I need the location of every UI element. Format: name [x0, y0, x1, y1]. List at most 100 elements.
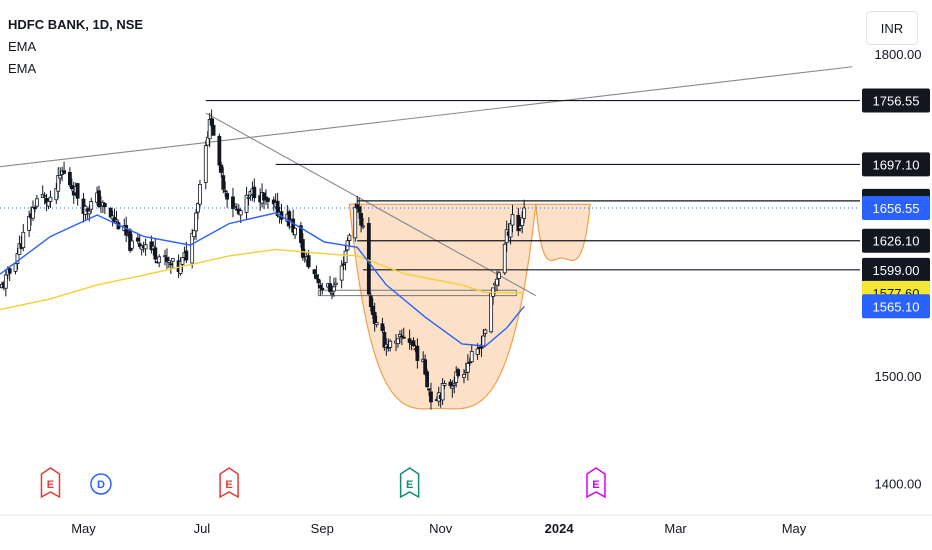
price-axis-background	[861, 0, 932, 515]
candle-body	[442, 383, 447, 386]
candle-body	[42, 195, 47, 198]
candle-body	[223, 190, 228, 193]
candle-body	[483, 329, 488, 334]
candle-body	[157, 256, 162, 263]
candle-body	[33, 207, 37, 210]
candle-body	[374, 322, 379, 325]
candle-body	[217, 135, 222, 166]
candle-body	[333, 282, 338, 285]
candle-body	[293, 227, 297, 236]
price-label-badge[interactable]	[862, 257, 930, 282]
ema-legend-2[interactable]: EMA	[8, 61, 37, 76]
ema-lines	[0, 212, 525, 347]
candle-body	[425, 371, 429, 388]
candle-body	[291, 218, 296, 233]
candle-body	[314, 274, 319, 280]
candle-body	[368, 295, 373, 308]
candle-body	[232, 206, 237, 209]
candle-body	[246, 196, 251, 199]
trend-line-2[interactable]	[205, 112, 537, 297]
earnings-marker[interactable]: E	[40, 467, 61, 499]
candle-body	[163, 255, 167, 258]
trend-line-1[interactable]	[0, 66, 853, 168]
candle-body	[320, 287, 325, 291]
earnings-marker-shape	[219, 467, 239, 499]
ema-slow-line	[0, 248, 525, 311]
candle-body	[192, 229, 197, 237]
candle-body	[450, 385, 455, 389]
drawing-lines[interactable]	[0, 66, 860, 297]
symbol-title[interactable]: HDFC BANK, 1D, NSE	[8, 17, 144, 32]
candle-body	[372, 311, 377, 325]
candle-body	[366, 222, 371, 295]
time-tick-label: Nov	[429, 521, 453, 536]
candle-body	[252, 186, 257, 199]
candle-body	[312, 269, 317, 275]
candle-body	[211, 124, 216, 136]
time-axis[interactable]: May Jul Sep Nov 2024 Mar May	[0, 514, 932, 550]
candle-body	[462, 374, 466, 378]
candle-body	[495, 278, 499, 286]
price-label-badge[interactable]	[862, 294, 930, 319]
candle-body	[231, 196, 235, 209]
candle-body	[407, 338, 412, 343]
chart-legend: HDFC BANK, 1D, NSE EMA EMA	[8, 14, 143, 80]
candle-body	[196, 203, 200, 213]
candle-body	[166, 260, 171, 263]
candle-body	[481, 335, 486, 348]
candle-body	[31, 207, 35, 219]
candle-body	[34, 198, 39, 207]
price-label-badge[interactable]	[862, 228, 930, 253]
candle-body	[89, 201, 94, 210]
candle-body	[411, 340, 416, 347]
earnings-marker-shape	[399, 467, 420, 499]
candle-body	[3, 274, 8, 289]
candle-body	[207, 119, 212, 140]
event-marker-letter: E	[225, 479, 232, 491]
event-marker-letter: E	[592, 479, 599, 491]
price-label-text: 1697.10	[873, 157, 920, 172]
time-tick-label: May	[71, 521, 96, 536]
earnings-marker-shape	[586, 467, 606, 499]
time-tick-label: May	[782, 521, 807, 536]
candle-body	[330, 292, 334, 295]
candle-body	[353, 206, 358, 239]
price-label-badge[interactable]	[862, 152, 930, 177]
candle-body	[287, 211, 292, 227]
candle-body	[497, 272, 501, 279]
candle-body	[401, 336, 406, 339]
candle-body	[361, 225, 365, 228]
candle-body	[209, 118, 214, 126]
ema-legend-1[interactable]: EMA	[8, 39, 37, 54]
time-tick-label: Jul	[194, 521, 211, 536]
candle-body	[221, 175, 226, 190]
candle-body	[219, 164, 224, 173]
candle-body	[357, 206, 362, 213]
price-axis[interactable]: 1400.001500.001800.001756.551697.101663.…	[861, 0, 932, 515]
candle-body	[399, 335, 404, 338]
candle-body	[180, 257, 185, 265]
cup-and-handle-pattern[interactable]	[348, 203, 591, 410]
earnings-marker[interactable]: E	[219, 467, 239, 499]
candle-body	[518, 225, 523, 229]
price-label-badge[interactable]	[862, 195, 930, 220]
candlestick-series	[0, 109, 527, 410]
candle-body	[225, 193, 230, 200]
price-label-badge[interactable]	[862, 88, 930, 113]
candle-body	[21, 231, 26, 248]
candle-body	[347, 234, 352, 241]
candle-body	[114, 219, 119, 222]
candle-body	[388, 340, 393, 348]
candle-body	[170, 258, 175, 262]
earnings-marker[interactable]: E	[399, 467, 420, 499]
dividend-marker[interactable]: D	[90, 473, 112, 495]
candle-body	[75, 183, 80, 199]
candle-body	[318, 284, 323, 289]
earnings-marker[interactable]: E	[586, 467, 606, 499]
currency-button[interactable]: INR	[866, 11, 918, 45]
candle-body	[328, 283, 332, 292]
candle-body	[168, 263, 173, 266]
cup-shape[interactable]	[348, 203, 537, 410]
